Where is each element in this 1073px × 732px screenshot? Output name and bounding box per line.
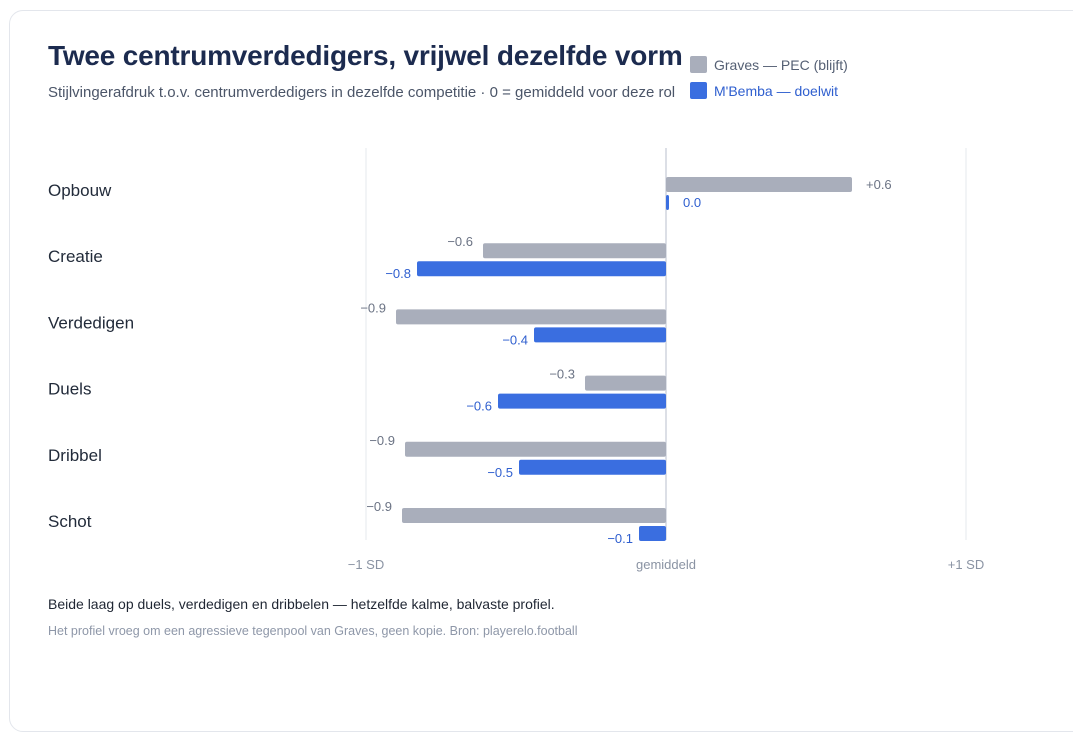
value-label: −0.4	[502, 332, 528, 347]
category-label: Schot	[48, 512, 92, 531]
bar	[417, 261, 666, 276]
category-labels: Opbouw Creatie Verdedigen Duels Dribbel Schot	[48, 181, 134, 531]
value-label: −0.8	[385, 266, 411, 281]
value-label: −0.9	[369, 433, 395, 448]
footer-source-note: Het profiel vroeg om een agressieve tege…	[48, 624, 578, 638]
value-label: −0.6	[466, 399, 492, 414]
category-label: Creatie	[48, 247, 103, 266]
bar	[639, 526, 666, 541]
legend-item-graves: Graves — PEC (blijft)	[690, 56, 848, 73]
bar	[666, 177, 852, 192]
bar	[402, 508, 666, 523]
legend-swatch-graves	[690, 56, 707, 73]
bar	[585, 376, 666, 391]
footer-caption: Beide laag op duels, verdedigen en dribb…	[48, 596, 555, 612]
value-label: −0.3	[549, 367, 575, 382]
tick-label: gemiddeld	[636, 557, 696, 572]
tick-label: −1 SD	[348, 557, 385, 572]
chart-title: Twee centrumverdedigers, vrijwel dezelfd…	[48, 40, 683, 72]
value-labels: +0.6 −0.6 −0.9 −0.3 −0.9 −0.9 0.0 −0.8 −0.4 −0.6 −…	[360, 177, 891, 546]
bar	[534, 327, 666, 342]
value-label: −0.9	[366, 499, 392, 514]
value-label: +0.6	[866, 177, 892, 192]
category-label: Opbouw	[48, 181, 112, 200]
chart-subtitle: Stijlvingerafdruk t.o.v. centrumverdedig…	[48, 84, 675, 101]
bar	[483, 243, 666, 258]
legend-item-mbemba: M'Bemba — doelwit	[690, 82, 838, 99]
bar	[666, 195, 669, 210]
category-label: Duels	[48, 380, 91, 399]
category-label: Verdedigen	[48, 313, 134, 332]
category-label: Dribbel	[48, 446, 102, 465]
bars	[396, 177, 852, 541]
value-label: −0.9	[360, 300, 386, 315]
value-label: −0.1	[607, 531, 633, 546]
legend-swatch-mbemba	[690, 82, 707, 99]
tick-label: +1 SD	[948, 557, 985, 572]
bar	[498, 394, 666, 409]
value-label: −0.5	[487, 465, 513, 480]
axis-ticks: −1 SD gemiddeld +1 SD	[348, 557, 985, 572]
bar	[405, 442, 666, 457]
legend-label-graves: Graves — PEC (blijft)	[714, 57, 848, 73]
bar	[396, 309, 666, 324]
value-label: −0.6	[447, 234, 473, 249]
bar	[519, 460, 666, 475]
value-label: 0.0	[683, 195, 701, 210]
legend-label-mbemba: M'Bemba — doelwit	[714, 83, 838, 99]
